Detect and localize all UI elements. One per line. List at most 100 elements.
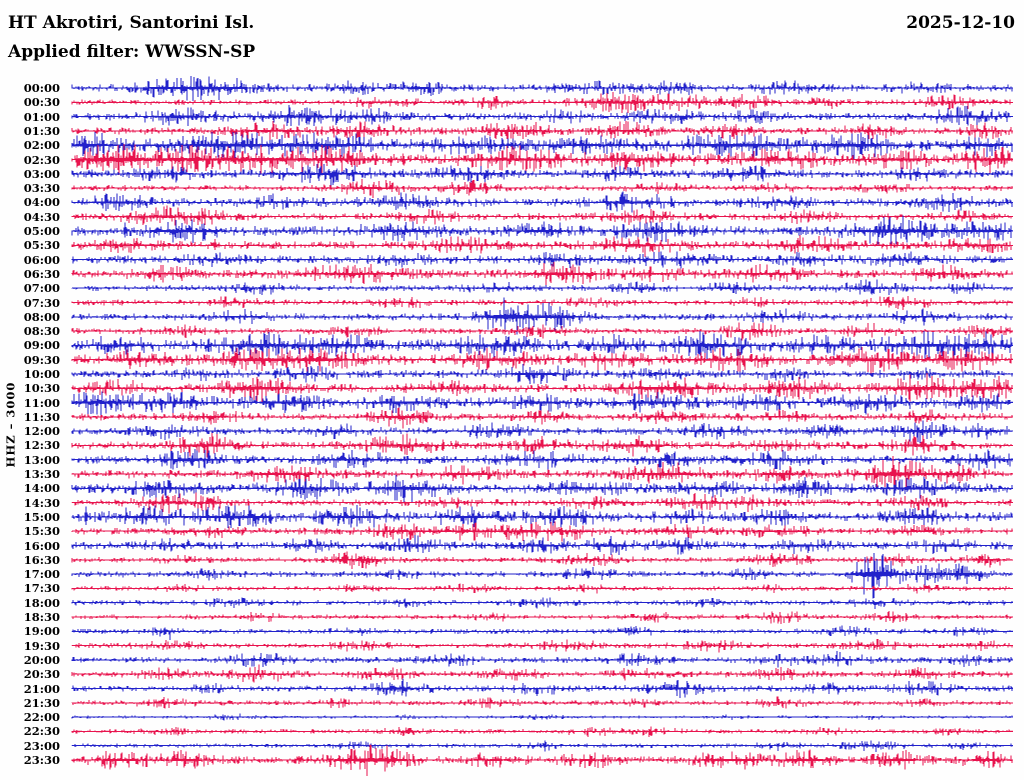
time-label: 19:30 — [23, 638, 60, 653]
time-label: 22:30 — [23, 724, 60, 739]
time-label: 04:00 — [23, 195, 60, 210]
seismo-trace — [71, 639, 1013, 653]
seismo-trace — [71, 163, 1013, 186]
seismo-trace — [71, 296, 1013, 310]
time-label: 00:30 — [23, 95, 60, 110]
time-label: 10:30 — [23, 381, 60, 396]
seismo-trace — [71, 505, 1013, 529]
seismo-trace — [71, 713, 1013, 721]
seismo-trace — [71, 234, 1013, 258]
time-label: 13:30 — [23, 467, 60, 481]
time-label: 02:30 — [23, 152, 60, 167]
seismo-trace — [71, 363, 1013, 385]
time-label: 05:00 — [23, 224, 60, 238]
seismo-trace — [71, 143, 1013, 176]
time-label: 12:00 — [23, 424, 60, 439]
time-label: 03:30 — [23, 181, 60, 196]
time-label: 16:30 — [23, 552, 60, 567]
time-label: 20:30 — [23, 667, 60, 682]
date-label: 2025-12-10 — [906, 13, 1015, 33]
time-label: 16:00 — [23, 538, 60, 553]
seismo-trace — [71, 455, 1013, 491]
seismo-trace — [71, 297, 1013, 335]
time-label: 06:00 — [23, 252, 60, 267]
time-label: 21:00 — [23, 681, 60, 696]
seismo-trace — [71, 475, 1013, 503]
seismo-trace — [71, 91, 1013, 113]
seismo-trace — [71, 583, 1013, 594]
seismo-trace — [71, 104, 1013, 127]
filter-label: Applied filter: WWSSN-SP — [8, 42, 256, 62]
seismo-trace — [71, 492, 1013, 514]
time-label: 09:30 — [23, 352, 60, 367]
time-label: 03:00 — [23, 166, 60, 181]
seismo-trace — [71, 346, 1013, 374]
seismo-trace — [71, 678, 1013, 698]
seismo-trace — [71, 420, 1013, 444]
station-title: HT Akrotiri, Santorini Isl. — [8, 13, 255, 33]
time-label: 07:00 — [23, 281, 60, 296]
seismo-trace — [71, 279, 1013, 295]
time-label: 11:00 — [23, 395, 60, 410]
seismo-trace — [71, 391, 1013, 416]
time-label: 06:30 — [23, 266, 60, 281]
seismo-trace — [71, 205, 1013, 226]
time-label: 00:00 — [23, 81, 60, 95]
time-label: 18:30 — [23, 610, 60, 624]
time-label: 10:00 — [23, 367, 60, 381]
time-label: 15:30 — [23, 524, 60, 539]
seismo-trace — [71, 407, 1013, 429]
time-label: 20:00 — [23, 652, 60, 667]
seismo-trace — [71, 552, 1013, 599]
seismo-trace — [71, 535, 1013, 556]
time-label: 09:00 — [23, 338, 60, 353]
seismo-trace — [71, 121, 1013, 142]
time-label: 04:30 — [23, 209, 60, 224]
time-label: 11:30 — [23, 409, 60, 424]
seismo-trace — [71, 651, 1013, 668]
time-label: 14:30 — [23, 495, 60, 510]
time-label: 12:30 — [23, 438, 60, 453]
time-label: 08:30 — [23, 324, 60, 339]
time-label: 17:30 — [23, 581, 60, 596]
time-label: 05:30 — [23, 238, 60, 253]
seismo-trace — [71, 597, 1013, 610]
seismo-trace — [71, 251, 1013, 269]
seismo-trace — [71, 215, 1013, 246]
time-label: 19:00 — [23, 624, 60, 639]
time-label: 01:30 — [23, 123, 60, 138]
seismo-trace — [71, 625, 1013, 640]
time-label: 18:00 — [23, 595, 60, 610]
seismo-trace — [71, 448, 1013, 471]
time-label: 23:30 — [23, 753, 60, 767]
seismo-trace — [71, 261, 1013, 286]
time-label: 23:00 — [23, 738, 60, 753]
seismo-trace — [71, 696, 1013, 709]
time-label: 17:00 — [23, 567, 60, 582]
seismo-trace — [71, 521, 1013, 542]
seismo-trace — [71, 76, 1013, 101]
seismo-trace — [71, 179, 1013, 199]
time-label: 15:00 — [23, 509, 60, 524]
seismo-trace — [71, 131, 1013, 159]
seismo-trace — [71, 330, 1013, 361]
time-label: 14:00 — [23, 481, 60, 496]
time-label: 01:00 — [23, 109, 60, 124]
time-label: 21:30 — [23, 695, 60, 710]
seismo-trace — [71, 373, 1013, 404]
time-label: 13:00 — [23, 452, 60, 467]
time-label: 02:00 — [23, 138, 60, 153]
time-label: 08:00 — [23, 309, 60, 324]
seismo-trace — [71, 433, 1013, 459]
seismo-trace — [71, 611, 1013, 625]
seismo-trace — [71, 744, 1013, 776]
time-label: 07:30 — [23, 295, 60, 310]
seismo-trace — [71, 322, 1013, 341]
seismo-trace — [71, 664, 1013, 683]
seismo-trace — [71, 726, 1013, 738]
time-label: 22:00 — [23, 710, 60, 725]
seismo-trace — [71, 551, 1013, 569]
seismo-trace — [71, 740, 1013, 752]
